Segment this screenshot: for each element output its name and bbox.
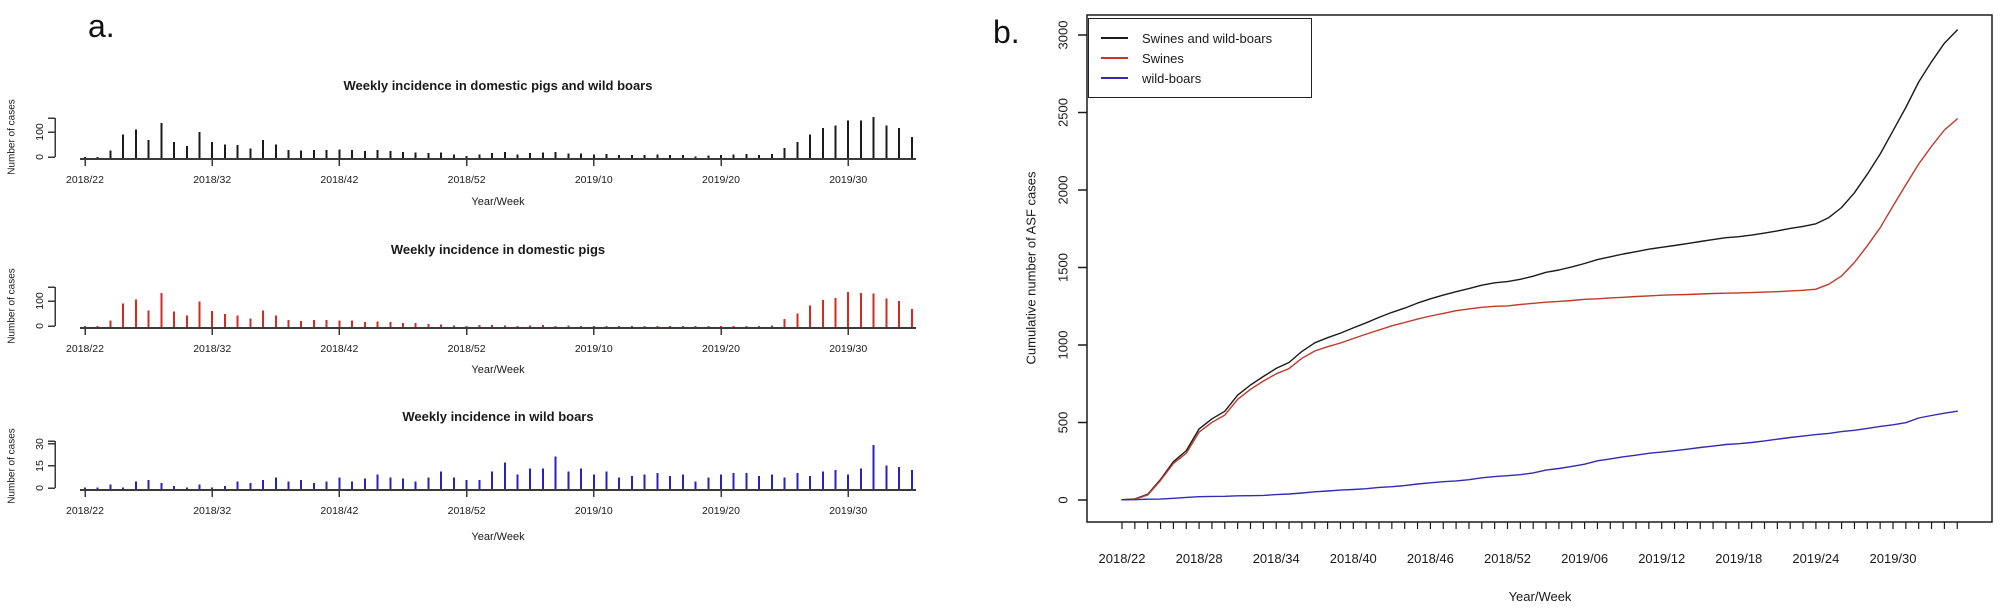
y-tick-label: 30: [34, 438, 46, 450]
legend-line-blue: [1101, 77, 1128, 79]
x-tick-label: 2019/18: [1715, 551, 1762, 566]
y-tick-label: 100: [34, 123, 46, 141]
legend-row-boars: wild-boars: [1101, 68, 1311, 88]
legend-row-total: Swines and wild-boars: [1101, 28, 1311, 48]
x-tick-label: 2019/10: [575, 343, 613, 355]
chart-total-xaxis-label: Year/Week: [471, 196, 525, 208]
x-tick-label: 2019/30: [829, 343, 867, 355]
chart-pigs-xaxis-label: Year/Week: [471, 364, 525, 376]
x-tick-label: 2018/32: [193, 505, 231, 517]
legend-line-black: [1101, 37, 1128, 39]
x-tick-label: 2019/30: [1870, 551, 1917, 566]
x-tick-label: 2018/52: [1484, 551, 1531, 566]
x-tick-label: 2019/24: [1792, 551, 1839, 566]
panel-a-label: a.: [88, 8, 115, 44]
y-tick-label: 15: [34, 460, 46, 472]
y-tick-label: 0: [34, 154, 46, 160]
y-tick-label: 1500: [1055, 253, 1070, 282]
panel-a-bar-charts-svg: 2018/22 2018/32 2018/42 2018/52 2019/10 2019/…: [34, 116, 916, 517]
x-tick-label: 2019/20: [702, 343, 740, 355]
chart-pigs-title: Weekly incidence in domestic pigs: [390, 242, 606, 257]
y-tick-label: 1000: [1055, 331, 1070, 360]
x-tick-label: 2018/52: [448, 174, 486, 186]
x-tick-label: 2018/32: [193, 343, 231, 355]
y-tick-label: 2500: [1055, 98, 1070, 127]
legend-label-boars: wild-boars: [1142, 70, 1202, 86]
y-tick-label: 0: [34, 323, 46, 329]
x-tick-label: 2019/20: [702, 505, 740, 517]
series-line-swines-and-wild-boars: [1121, 29, 1959, 501]
y-tick-label: 500: [1055, 412, 1070, 434]
cumulative-xaxis-label: Year/Week: [1508, 589, 1572, 604]
x-tick-label: 2018/28: [1176, 551, 1223, 566]
x-tick-label: 2018/42: [320, 174, 358, 186]
x-tick-label: 2018/42: [320, 505, 358, 517]
x-tick-label: 2018/22: [66, 505, 104, 517]
y-tick-label: 0: [1055, 496, 1070, 503]
x-tick-label: 2019/30: [829, 505, 867, 517]
x-tick-label: 2018/52: [448, 505, 486, 517]
y-tick-label: 0: [34, 485, 46, 491]
legend-label-swines: Swines: [1142, 50, 1184, 66]
x-tick-label: 2019/10: [575, 505, 613, 517]
legend-line-red: [1101, 57, 1128, 59]
x-tick-label: 2018/52: [448, 343, 486, 355]
x-tick-label: 2019/20: [702, 174, 740, 186]
x-tick-label: 2018/46: [1407, 551, 1454, 566]
chart-boars-xaxis-label: Year/Week: [471, 531, 525, 543]
x-tick-label: 2019/30: [829, 174, 867, 186]
x-tick-label: 2018/32: [193, 174, 231, 186]
x-tick-label: 2018/42: [320, 343, 358, 355]
series-line-wild-boars: [1121, 410, 1959, 501]
x-tick-label: 2019/06: [1561, 551, 1608, 566]
x-tick-label: 2019/10: [575, 174, 613, 186]
legend-label-total: Swines and wild-boars: [1142, 30, 1273, 46]
y-tick-label: 3000: [1055, 21, 1070, 50]
plot-border: [1086, 14, 1993, 523]
x-tick-label: 2018/34: [1253, 551, 1300, 566]
x-tick-label: 2018/22: [66, 343, 104, 355]
series-line-swines: [1121, 118, 1959, 501]
chart-boars-title: Weekly incidence in wild boars: [402, 409, 594, 424]
y-tick-label: 2000: [1055, 176, 1070, 205]
legend-row-swines: Swines: [1101, 48, 1311, 68]
panel-b-label: b.: [993, 14, 1020, 50]
legend: Swines and wild-boars Swines wild-boars: [1088, 18, 1312, 98]
x-tick-label: 2019/12: [1638, 551, 1685, 566]
x-tick-label: 2018/22: [1099, 551, 1146, 566]
x-tick-label: 2018/22: [66, 174, 104, 186]
y-tick-label: 100: [34, 292, 46, 310]
x-tick-label: 2018/40: [1330, 551, 1377, 566]
chart-total-title: Weekly incidence in domestic pigs and wi…: [343, 78, 653, 93]
